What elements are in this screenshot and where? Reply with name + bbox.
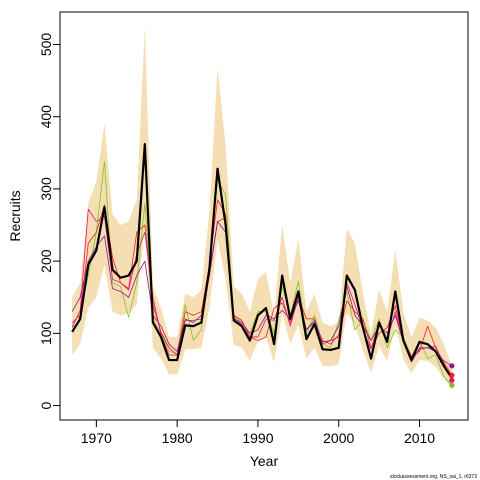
y-tick-label: 100 — [38, 321, 54, 345]
x-tick-label: 1970 — [81, 430, 112, 446]
x-tick-label: 2000 — [323, 430, 354, 446]
x-axis-label: Year — [250, 453, 279, 469]
y-axis-label: Recruits — [7, 190, 23, 241]
retro-series-endpoint-3 — [449, 377, 455, 383]
x-tick-label: 1980 — [162, 430, 193, 446]
x-tick-label: 1990 — [242, 430, 273, 446]
x-axis: 1970 1980 1990 2000 2010 — [81, 420, 435, 446]
y-tick-label: 200 — [38, 249, 54, 273]
y-tick-label: 300 — [38, 177, 54, 201]
confidence-band-layer — [72, 26, 452, 388]
source-credit: stockassessment.org, NS_sai_1, r6373 — [390, 474, 477, 480]
plot-frame — [59, 11, 469, 421]
confidence-band — [72, 26, 452, 388]
retro-series-line-2 — [71, 199, 453, 376]
retro-series-endpoint-1 — [449, 382, 455, 388]
retro-series-endpoint-4 — [449, 363, 455, 369]
y-tick-label: 0 — [38, 401, 54, 409]
x-tick-label: 2010 — [404, 430, 435, 446]
y-tick-label: 500 — [38, 33, 54, 57]
retro-series-endpoint-2 — [449, 372, 455, 378]
endpoint-markers — [449, 363, 455, 388]
series-layer — [71, 143, 453, 386]
estimate-series-line — [71, 143, 453, 379]
y-tick-label: 400 — [38, 105, 54, 129]
y-axis: 0 100 200 300 400 500 — [38, 33, 60, 409]
